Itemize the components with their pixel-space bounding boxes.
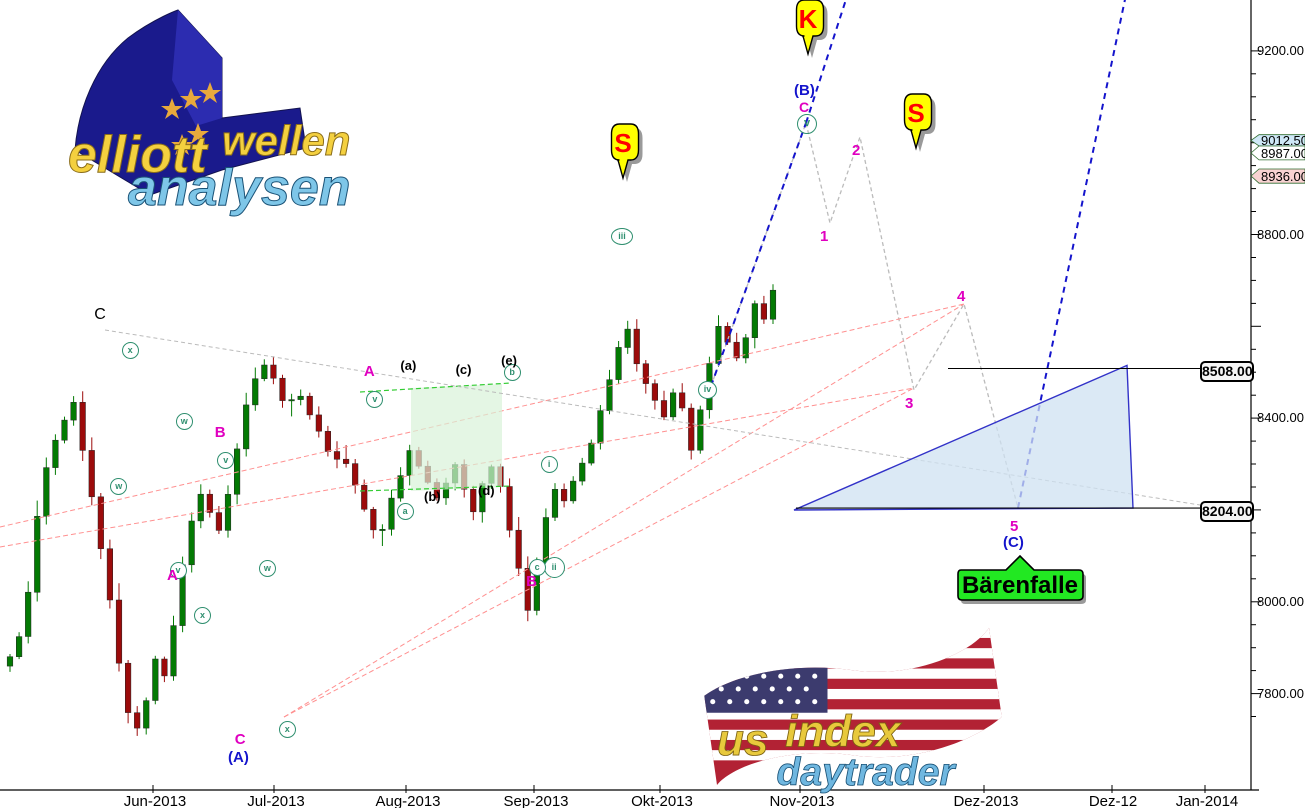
svg-text:analysen: analysen — [128, 159, 351, 217]
svg-text:S: S — [907, 98, 924, 128]
svg-text:us: us — [717, 716, 769, 765]
svg-text:daytrader: daytrader — [777, 751, 957, 794]
svg-text:wellen: wellen — [222, 117, 350, 164]
svg-text:K: K — [799, 4, 818, 34]
svg-text:S: S — [614, 128, 631, 158]
svg-text:index: index — [785, 708, 903, 757]
svg-text:Bärenfalle: Bärenfalle — [962, 572, 1078, 599]
